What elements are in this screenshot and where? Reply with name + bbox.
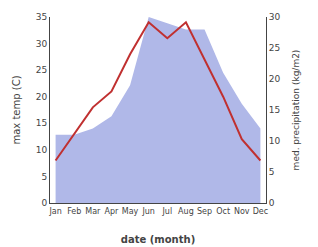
svg-text:Dec: Dec [253, 207, 268, 216]
svg-text:25: 25 [269, 43, 280, 53]
svg-text:Jan: Jan [48, 207, 61, 216]
svg-text:Feb: Feb [67, 207, 81, 216]
svg-text:0: 0 [41, 198, 47, 208]
svg-text:25: 25 [36, 65, 47, 75]
svg-text:20: 20 [36, 92, 48, 102]
svg-text:May: May [122, 207, 139, 216]
svg-text:5: 5 [269, 167, 275, 177]
svg-text:30: 30 [36, 39, 48, 49]
svg-text:Nov: Nov [234, 207, 250, 216]
svg-text:20: 20 [269, 74, 281, 84]
svg-text:Apr: Apr [105, 207, 120, 216]
svg-text:10: 10 [269, 136, 281, 146]
svg-text:med. precipitation (kg/m2): med. precipitation (kg/m2) [291, 50, 301, 171]
svg-text:10: 10 [36, 145, 48, 155]
svg-text:Mar: Mar [85, 207, 101, 216]
svg-text:15: 15 [269, 105, 280, 115]
svg-text:Sep: Sep [197, 207, 212, 216]
svg-text:Oct: Oct [216, 207, 230, 216]
svg-text:30: 30 [269, 12, 281, 22]
svg-text:max temp (C): max temp (C) [11, 75, 22, 144]
svg-text:15: 15 [36, 118, 47, 128]
svg-text:35: 35 [36, 12, 47, 22]
svg-text:Jun: Jun [141, 207, 155, 216]
svg-text:Jul: Jul [161, 207, 172, 216]
svg-text:date (month): date (month) [121, 234, 195, 245]
svg-text:Aug: Aug [178, 207, 194, 216]
svg-text:0: 0 [269, 198, 275, 208]
svg-text:5: 5 [41, 172, 47, 182]
